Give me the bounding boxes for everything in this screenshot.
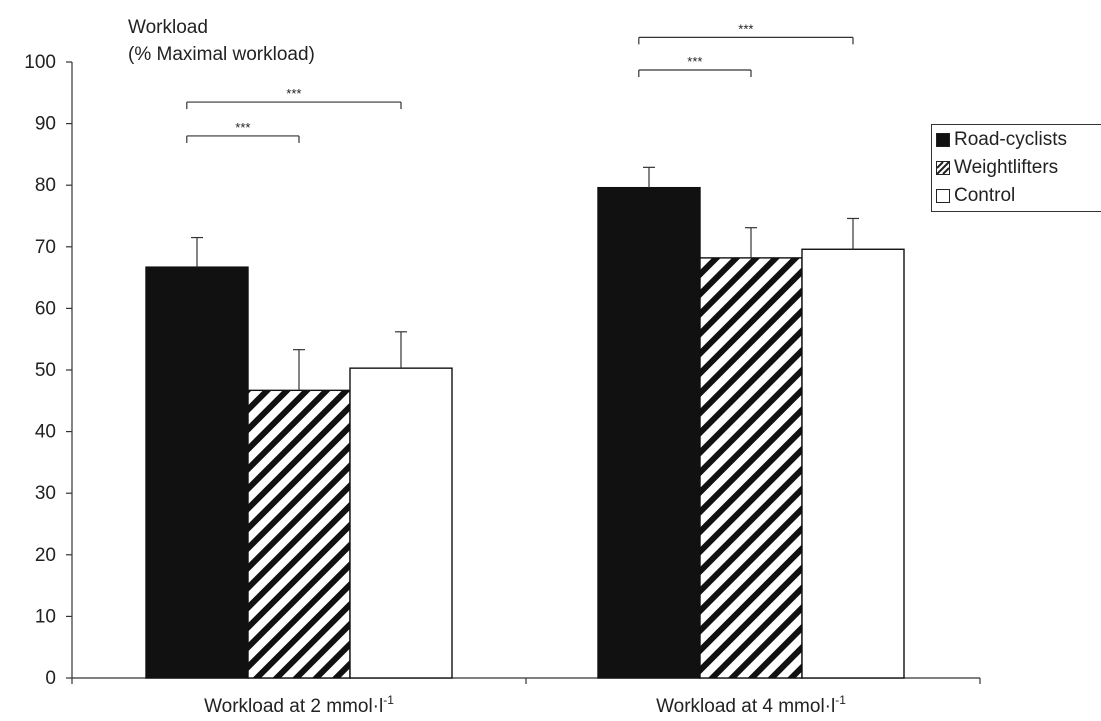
- significance-label: ***: [235, 120, 250, 135]
- legend-swatch-weightlifters: [936, 161, 950, 175]
- legend-swatch-control: [936, 189, 950, 203]
- y-tick-label: 90: [35, 114, 56, 135]
- y-axis-title: Workload (% Maximal workload): [128, 14, 315, 68]
- chart-axes: 0 10 20 30 40 50 60 70 80 90 100 Workload at 2 mmol…: [24, 52, 981, 717]
- bar-weightlifters-1: [699, 257, 803, 679]
- y-tick-label: 20: [35, 545, 56, 566]
- legend-item-weightlifters: Weightlifters: [936, 155, 1058, 181]
- legend: Road-cyclists Weightlifters Control: [931, 124, 1101, 212]
- y-axis-title-line2: (% Maximal workload): [128, 44, 315, 65]
- significance-label: ***: [687, 54, 702, 69]
- legend-swatch-road-cyclists: [936, 133, 950, 147]
- y-tick-label: 50: [35, 360, 56, 381]
- legend-item-control: Control: [936, 183, 1015, 209]
- y-tick-label: 60: [35, 298, 56, 319]
- y-tick-label: 0: [45, 668, 56, 689]
- significance-label: ***: [738, 21, 753, 36]
- bar-control-1: [801, 248, 905, 679]
- y-axis-title-line1: Workload: [128, 17, 208, 38]
- bar-road-cyclists-1: [597, 186, 701, 679]
- y-tick-label: 30: [35, 483, 56, 504]
- bar-road-cyclists-0: [145, 266, 249, 679]
- y-tick-label: 10: [35, 606, 56, 627]
- y-tick-label: 80: [35, 175, 56, 196]
- bar-weightlifters-0: [247, 389, 351, 679]
- chart-bars: [145, 166, 905, 679]
- significance-brackets: *** *** *** ***: [186, 21, 854, 143]
- y-tick-label: 70: [35, 237, 56, 258]
- legend-item-road-cyclists: Road-cyclists: [936, 127, 1067, 153]
- legend-label-road-cyclists: Road-cyclists: [954, 129, 1067, 150]
- legend-label-control: Control: [954, 185, 1016, 206]
- legend-label-weightlifters: Weightlifters: [954, 157, 1059, 178]
- x-category-label: Workload at 2 mmol·l-1: [204, 693, 394, 717]
- y-tick-label: 40: [35, 422, 56, 443]
- x-category-label: Workload at 4 mmol·l-1: [656, 693, 846, 717]
- y-tick-label: 100: [24, 52, 56, 73]
- bar-control-0: [349, 367, 453, 679]
- significance-label: ***: [286, 86, 301, 101]
